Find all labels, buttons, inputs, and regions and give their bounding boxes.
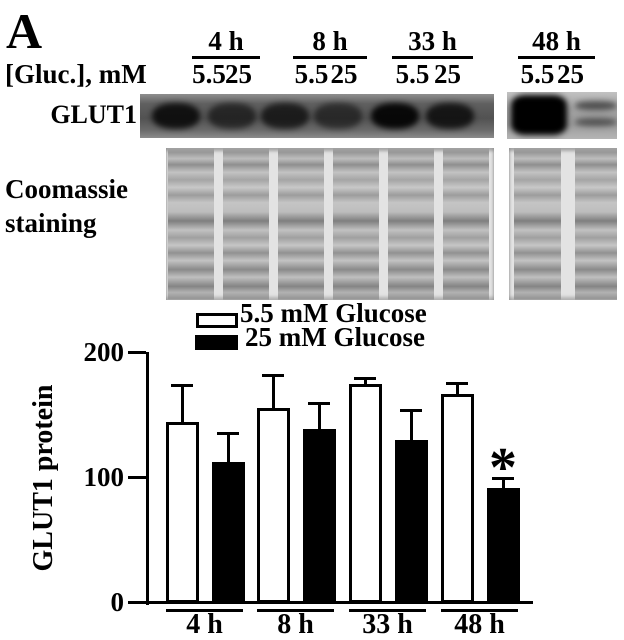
glut1-band	[575, 101, 617, 110]
glut1-blot-row-label: GLUT1	[50, 100, 137, 129]
x-axis-label-48h: 48 h	[454, 609, 505, 640]
glut1-band	[511, 95, 567, 135]
conc-label-25: 25	[434, 59, 461, 89]
y-axis-title: GLUT1 protein	[28, 384, 59, 572]
time-group-label-33h: 33 h	[408, 26, 457, 56]
glut1-band	[261, 103, 309, 129]
significance-asterisk: *	[489, 437, 517, 499]
bar-8h-5.5mM	[257, 408, 290, 603]
coomassie-lane	[388, 148, 434, 300]
glut1-band	[575, 118, 617, 126]
coomassie-label-line1: Coomassie	[5, 174, 128, 204]
error-bar-stem	[318, 403, 321, 431]
y-tick	[128, 351, 146, 354]
coomassie-lane	[443, 148, 489, 300]
time-group-underline	[192, 56, 260, 59]
coomassie-gel-main	[166, 148, 494, 300]
x-group-underline	[441, 609, 518, 612]
coomassie-label-line2: staining	[5, 208, 97, 238]
glucose-concentration-axis-label: [Gluc.], mM	[5, 59, 147, 89]
conc-label-5-5: 5.5	[192, 59, 226, 89]
x-group-underline	[349, 609, 426, 612]
error-bar-stem	[502, 478, 505, 490]
legend-label: 25 mM Glucose	[245, 322, 425, 352]
bar-33h-5.5mM	[349, 384, 382, 603]
coomassie-lane	[278, 148, 324, 300]
bar-4h-25mM	[212, 462, 245, 603]
error-bar-stem	[410, 410, 413, 442]
panel-label: A	[6, 3, 43, 59]
error-bar-cap	[400, 409, 422, 412]
y-axis-line	[146, 352, 149, 605]
glut1-band	[371, 103, 419, 129]
conc-label-5-5: 5.5	[395, 59, 430, 89]
error-bar-cap	[446, 382, 468, 385]
y-tick-label-200: 200	[83, 337, 125, 367]
error-bar-stem	[272, 375, 275, 410]
y-tick	[128, 601, 146, 604]
time-group-label-4h: 4 h	[208, 26, 244, 56]
conc-label-5-5: 5.5	[294, 59, 329, 89]
y-tick	[128, 476, 146, 479]
error-bar-stem	[181, 385, 184, 424]
bar-48h-25mM	[487, 488, 520, 603]
coomassie-lane	[333, 148, 379, 300]
bar-8h-25mM	[303, 429, 336, 603]
time-group-underline	[518, 56, 595, 59]
conc-label-25: 25	[225, 59, 252, 89]
bar-33h-25mM	[395, 440, 428, 603]
x-group-underline	[257, 609, 334, 612]
time-group-label-8h: 8 h	[312, 26, 348, 56]
error-bar-cap	[217, 432, 239, 435]
error-bar-cap	[354, 377, 376, 380]
error-bar-cap	[492, 477, 514, 480]
conc-label-5-5: 5.5	[520, 59, 555, 89]
glut1-band	[152, 103, 200, 129]
time-group-underline	[293, 56, 367, 59]
glut1-band	[426, 103, 474, 129]
bar-4h-5.5mM	[166, 422, 199, 603]
glut1-band	[314, 103, 362, 129]
x-axis-line	[146, 601, 533, 604]
y-tick-label-100: 100	[83, 462, 125, 492]
conc-label-25: 25	[330, 59, 358, 89]
x-group-underline	[166, 609, 243, 612]
legend-swatch-white	[196, 313, 238, 328]
x-axis-label-33h: 33 h	[362, 609, 413, 640]
error-bar-cap	[171, 384, 193, 387]
glut1-western-blot-main	[140, 94, 494, 138]
bar-48h-5.5mM	[441, 394, 474, 603]
legend-swatch-black	[195, 335, 238, 350]
time-group-label-48h: 48 h	[532, 26, 581, 56]
error-bar-cap	[262, 374, 284, 377]
error-bar-cap	[308, 402, 330, 405]
coomassie-lane	[223, 148, 269, 300]
error-bar-stem	[227, 433, 230, 464]
coomassie-lane	[514, 148, 561, 300]
coomassie-lane	[575, 148, 617, 300]
time-group-underline	[392, 56, 473, 59]
error-bar-stem	[364, 378, 367, 386]
coomassie-gel-48h	[509, 148, 617, 300]
x-axis-label-4h: 4 h	[186, 609, 223, 640]
x-axis-label-8h: 8 h	[277, 609, 314, 640]
coomassie-lane	[168, 148, 214, 300]
glut1-band	[208, 103, 256, 129]
error-bar-stem	[456, 383, 459, 396]
glut1-western-blot-48h	[507, 92, 617, 139]
y-tick-label-0: 0	[110, 587, 125, 617]
conc-label-25: 25	[557, 59, 584, 89]
legend-label: 5.5 mM Glucose	[240, 298, 427, 328]
